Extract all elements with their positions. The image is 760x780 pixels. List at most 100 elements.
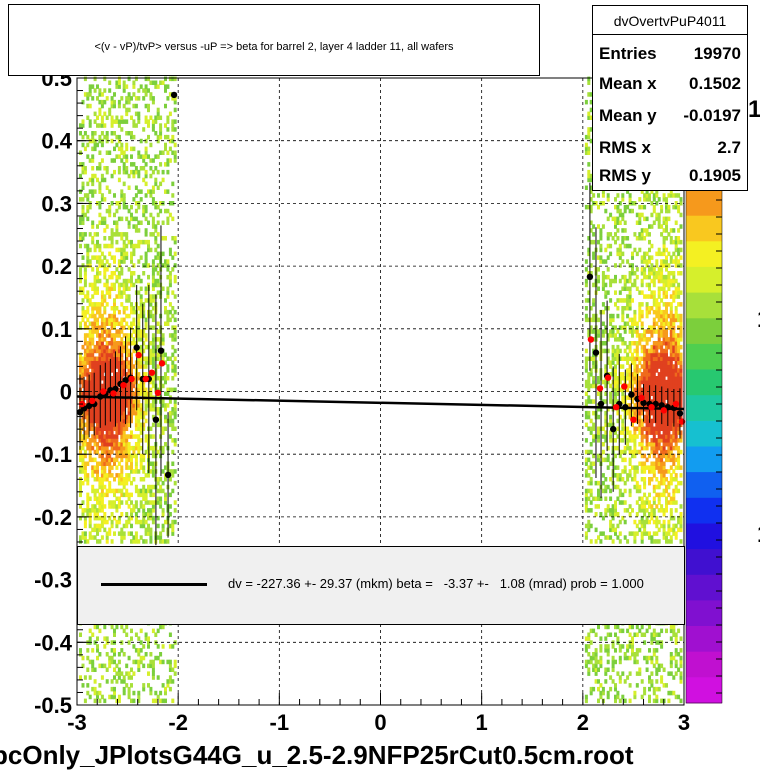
heatmap-cell (93, 410, 97, 416)
heatmap-cell (151, 449, 155, 455)
heatmap-cell (173, 480, 177, 486)
heatmap-cell (127, 686, 131, 692)
heatmap-cell (616, 204, 620, 210)
heatmap-cell (614, 239, 617, 245)
heatmap-cell (677, 453, 681, 459)
heatmap-cell (614, 504, 617, 509)
heatmap-cell (611, 659, 615, 665)
heatmap-cell (621, 628, 625, 634)
heatmap-cell (115, 508, 119, 513)
heatmap-cell (161, 337, 165, 342)
heatmap-cell (83, 453, 87, 459)
heatmap-cell (633, 477, 637, 482)
heatmap-cell (587, 480, 591, 486)
heatmap-cell (662, 387, 666, 393)
heatmap-cell (144, 119, 148, 124)
heatmap-cell (98, 690, 102, 696)
heatmap-cell (672, 624, 676, 630)
heatmap-cell (669, 341, 673, 346)
heatmap-cell (609, 251, 613, 257)
heatmap-cell (117, 442, 121, 447)
heatmap-cell (100, 434, 104, 439)
heatmap-cell (144, 519, 148, 525)
heatmap-cell (584, 449, 588, 455)
heatmap-cell (93, 523, 97, 529)
heatmap-cell (584, 298, 588, 303)
heatmap-cell (105, 403, 109, 408)
heatmap-cell (674, 652, 678, 657)
heatmap-cell (621, 694, 625, 700)
heatmap-cell (117, 356, 121, 361)
heatmap-cell (635, 341, 639, 346)
heatmap-cell (122, 535, 126, 540)
heatmap-cell (147, 500, 150, 505)
heatmap-cell (105, 317, 109, 323)
heatmap-cell (633, 387, 637, 393)
heatmap-cell (115, 239, 119, 245)
heatmap-cell (83, 531, 87, 536)
heatmap-cell (604, 477, 608, 482)
heatmap-cell (120, 127, 124, 132)
heatmap-cell (669, 434, 673, 439)
heatmap-cell (618, 201, 622, 206)
heatmap-cell (645, 442, 649, 447)
heatmap-cell (142, 341, 146, 346)
heatmap-cell (171, 96, 175, 101)
heatmap-cell (587, 127, 591, 132)
heatmap-cell (147, 119, 150, 124)
heatmap-cell (616, 220, 620, 225)
heatmap-cell (677, 422, 681, 428)
heatmap-cell (108, 348, 112, 354)
heatmap-cell (122, 166, 126, 171)
heatmap-cell (164, 103, 167, 109)
heatmap-cell (134, 531, 138, 536)
heatmap-cell (640, 624, 644, 630)
heatmap-cell (122, 84, 126, 89)
heatmap-cell (618, 438, 622, 443)
heatmap-cell (616, 484, 620, 490)
heatmap-cell (98, 123, 102, 128)
heatmap-cell (105, 208, 109, 214)
heatmap-cell (660, 434, 664, 439)
heatmap-cell (674, 500, 678, 505)
heatmap-cell (137, 313, 141, 319)
heatmap-cell (667, 274, 671, 280)
heatmap-cell (587, 667, 591, 672)
heatmap-cell (120, 119, 124, 124)
heatmap-cell (674, 236, 678, 241)
heatmap-cell (149, 158, 153, 163)
heatmap-cell (100, 383, 104, 389)
heatmap-cell (638, 426, 642, 431)
heatmap-cell (110, 399, 114, 404)
heatmap-cell (606, 274, 610, 280)
heatmap-cell (604, 391, 608, 396)
heatmap-cell (599, 644, 603, 649)
heatmap-cell (631, 298, 634, 303)
heatmap-cell (606, 360, 610, 365)
heatmap-cell (597, 457, 600, 463)
heatmap-cell (669, 189, 673, 194)
heatmap-cell (633, 426, 637, 431)
heatmap-cell (171, 123, 175, 128)
heatmap-cell (650, 360, 654, 365)
heatmap-cell (606, 337, 610, 342)
heatmap-cell (81, 512, 85, 517)
heatmap-cell (100, 173, 104, 179)
heatmap-cell (599, 648, 603, 653)
heatmap-cell (672, 290, 676, 295)
heatmap-cell (86, 259, 90, 264)
heatmap-cell (79, 271, 82, 276)
heatmap-cell (650, 477, 654, 482)
heatmap-cell (91, 282, 95, 288)
heatmap-cell (594, 527, 598, 533)
heatmap-cell (674, 356, 678, 361)
heatmap-cell (113, 675, 116, 680)
heatmap-cell (161, 263, 165, 268)
heatmap-cell (88, 333, 92, 338)
heatmap-cell (81, 469, 85, 474)
heatmap-cell (100, 348, 104, 354)
heatmap-cell (643, 512, 647, 517)
heatmap-cell (168, 659, 172, 665)
heatmap-cell (81, 204, 85, 210)
heatmap-cell (132, 282, 136, 288)
